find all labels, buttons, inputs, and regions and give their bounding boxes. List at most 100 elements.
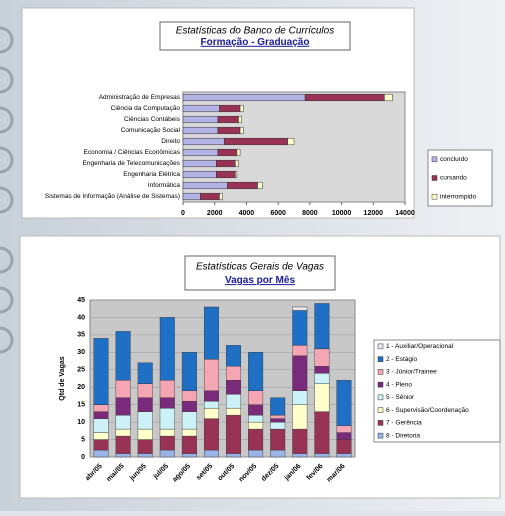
y-tick-label: 25 [77, 367, 85, 374]
bar-segment [384, 93, 393, 102]
x-tick-label: 14000 [395, 210, 415, 217]
bar-segment [270, 414, 286, 419]
bar-segment [314, 383, 330, 412]
bar-segment [248, 421, 264, 430]
x-tick-label: 0 [181, 210, 185, 217]
legend-label: 2 - Estágio [386, 356, 417, 363]
legend-label: 5 - Sênior [386, 394, 415, 401]
title-box [184, 255, 336, 291]
x-tick-label: 10000 [332, 210, 352, 217]
bar-segment [248, 449, 264, 458]
y-tick-label: 40 [77, 314, 85, 321]
bar-segment [159, 428, 175, 437]
legend-label: 1 - Auxiliar/Operacional [386, 343, 454, 350]
bar-segment [159, 317, 175, 381]
bar-segment [336, 453, 352, 458]
bar-segment [314, 411, 330, 454]
y-tick-label: 10 [77, 419, 85, 426]
bar-segment [217, 115, 239, 124]
bar-segment [314, 453, 330, 458]
y-tick-label: 20 [77, 384, 85, 391]
bar-segment [248, 352, 264, 391]
bar-segment [159, 449, 175, 458]
bar-segment [200, 192, 220, 201]
bar-segment [235, 170, 238, 179]
chart-title: Estatísticas do Banco de Currículos [176, 26, 334, 37]
bar-segment [314, 366, 330, 374]
bar-segment [292, 306, 308, 311]
bar-segment [314, 348, 330, 367]
bar-segment [270, 397, 286, 416]
bar-segment [182, 93, 306, 102]
bar-segment [182, 148, 219, 157]
legend-box [427, 149, 493, 207]
bar-segment [217, 126, 241, 135]
legend-swatch [377, 356, 384, 362]
y-tick-label: Sistemas de Informação (Análise de Siste… [45, 193, 180, 200]
bar-segment [257, 181, 263, 190]
bar-segment [159, 397, 175, 409]
bar-segment [216, 159, 236, 168]
bar-segment [159, 407, 175, 430]
side-decoration [0, 26, 14, 354]
x-tick-label: 2000 [207, 210, 223, 217]
bar-segment [226, 380, 242, 395]
legend-label: concluído [440, 156, 468, 163]
legend-swatch [377, 394, 384, 401]
bar-segment [115, 397, 131, 416]
y-tick-label: Comunicação Social [121, 127, 181, 134]
bar-segment [203, 390, 219, 402]
y-tick-label: Informática [148, 182, 181, 189]
bar-segment [159, 435, 175, 451]
bar-segment [182, 115, 219, 124]
y-tick-label: Ciências Contábeis [124, 116, 181, 123]
bar-segment [93, 338, 109, 405]
bar-segment [270, 418, 286, 423]
bar-segment [203, 449, 219, 458]
bar-segment [292, 404, 308, 430]
bar-segment [235, 159, 239, 168]
bar-segment [137, 397, 153, 412]
legend-swatch [431, 156, 438, 163]
bar-segment [182, 170, 217, 179]
bar-segment [159, 380, 175, 398]
x-tick-label: 6000 [270, 210, 286, 217]
legend-swatch [377, 432, 384, 439]
bar-segment [219, 192, 223, 201]
bar-segment [182, 192, 201, 201]
y-tick-label: Economia / Ciências Econômicas [84, 149, 181, 156]
chart-subtitle: Vagas por Mês [225, 275, 295, 286]
bar-segment [226, 414, 242, 454]
bar-segment [115, 453, 131, 458]
bar-segment [336, 425, 352, 433]
legend-label: interrompido [440, 193, 477, 200]
bar-segment [314, 303, 330, 350]
y-tick-label: 35 [77, 332, 85, 339]
y-tick-label: 0 [81, 454, 85, 461]
bar-segment [226, 394, 242, 409]
bar-segment [292, 390, 308, 405]
bar-segment [115, 414, 131, 430]
y-tick-label: Engenharia Elétrica [123, 171, 180, 178]
bar-segment [292, 428, 308, 454]
bar-segment [270, 449, 286, 458]
bar-segment [226, 407, 242, 416]
legend-label: 8 - Diretoria [386, 432, 420, 439]
bar-segment [248, 414, 264, 423]
bar-segment [304, 93, 385, 102]
plot-area [89, 299, 356, 458]
bar-segment [181, 428, 197, 437]
y-tick-label: Ciência da Computação [111, 105, 181, 112]
bar-segment [239, 126, 244, 135]
bar-segment [239, 104, 244, 113]
y-tick-label: 5 [81, 436, 85, 443]
bar-segment [203, 306, 219, 360]
bar-segment [223, 137, 288, 146]
legend-label: 6 - Supervisão/Coordenação [386, 407, 469, 414]
bar-segment [137, 439, 153, 454]
bar-segment [93, 411, 109, 419]
y-tick-label: 45 [77, 297, 85, 304]
bar-segment [137, 383, 153, 398]
legend-label: 4 - Pleno [386, 381, 412, 388]
bar-segment [236, 148, 241, 157]
